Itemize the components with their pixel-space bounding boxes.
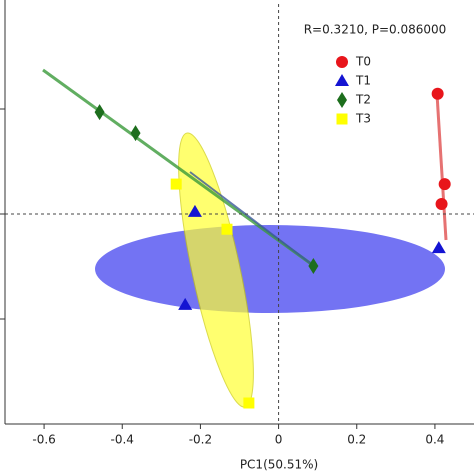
x-tick-label: -0.2 [189,433,212,447]
point [438,178,451,191]
point [178,297,193,310]
point [431,87,444,100]
t0-line [435,93,448,241]
legend-marker [336,113,348,125]
point [130,125,141,142]
point [243,397,255,409]
point [221,223,233,235]
point [187,204,202,217]
legend-marker [337,92,347,108]
legend-label: T0 [355,55,371,69]
x-tick-label: 0.4 [425,433,444,447]
t2-line [42,68,315,268]
t1-line [189,171,315,267]
annotation: R=0.3210, P=0.086000 [304,23,447,37]
x-tick-label: 0.2 [347,433,366,447]
legend-marker [335,74,349,86]
x-tick-label: -0.6 [32,433,55,447]
x-axis-label: PC1(50.51%) [240,458,318,472]
legend-marker [336,56,348,68]
point [308,257,319,274]
point [431,241,446,254]
legend-label: T1 [355,74,371,88]
point [94,104,105,121]
legend-label: T2 [355,93,371,107]
t1-ellipse [95,225,445,313]
x-tick-label: 0 [275,433,283,447]
point [170,178,182,190]
point [435,198,448,211]
legend-label: T3 [355,112,371,126]
x-tick-label: -0.4 [111,433,134,447]
